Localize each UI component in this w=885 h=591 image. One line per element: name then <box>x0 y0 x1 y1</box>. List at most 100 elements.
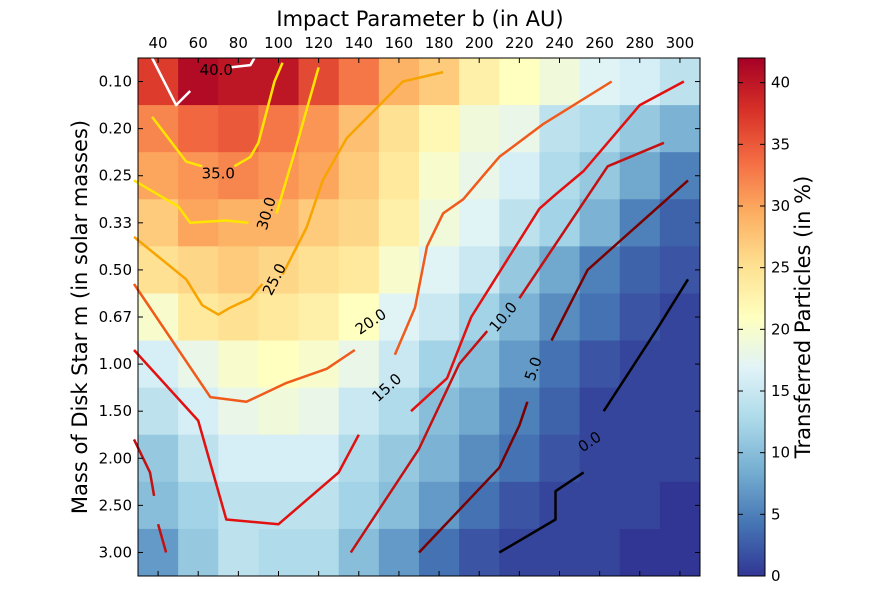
heatmap-cell <box>659 58 701 106</box>
heatmap-cell <box>499 387 540 436</box>
heatmap-cell <box>459 105 500 153</box>
heatmap-cell <box>138 340 179 389</box>
colorbar-tick-label: 30 <box>771 197 790 215</box>
contour-line <box>132 283 356 404</box>
x-tick-label: 60 <box>189 34 208 52</box>
heatmap-cell <box>619 387 661 436</box>
x-tick-label: 80 <box>229 34 248 52</box>
heatmap-cell <box>619 481 661 530</box>
heatmap-cell <box>459 528 500 577</box>
contour-line <box>133 235 264 316</box>
contour-line <box>410 80 685 413</box>
heatmap-cell <box>499 58 540 106</box>
y-tick-label: 0.33 <box>99 214 132 232</box>
heatmap-cell <box>218 293 259 342</box>
heatmap-cell <box>338 58 380 106</box>
colorbar-tick-label: 35 <box>771 135 790 153</box>
colorbar-tick-label: 25 <box>771 259 790 277</box>
heatmap-cell <box>579 481 621 530</box>
y-tick-label: 0.50 <box>99 261 132 279</box>
colorbar-tick-label: 15 <box>771 382 790 400</box>
colorbar-tick-label: 5 <box>771 505 781 523</box>
heatmap-cell <box>218 434 259 483</box>
x-tick-label: 260 <box>585 34 614 52</box>
heatmap-cell <box>419 528 460 577</box>
heatmap-cells <box>138 58 701 577</box>
y-tick-label: 2.50 <box>99 496 132 514</box>
heatmap-cell <box>659 434 701 483</box>
x-tick-label: 120 <box>304 34 333 52</box>
heatmap-cell <box>539 528 581 577</box>
contour-line <box>133 179 249 225</box>
heatmap-cell <box>258 434 300 483</box>
heatmap-cell <box>619 246 661 294</box>
heatmap-cell <box>659 528 701 577</box>
y-tick-label: 3.00 <box>99 543 132 561</box>
y-tick-label: 1.50 <box>99 402 132 420</box>
heatmap-cell <box>178 528 219 577</box>
contour-line <box>230 57 256 69</box>
heatmap-cell <box>138 152 179 200</box>
heatmap-cell <box>419 105 460 153</box>
heatmap-cell <box>178 387 219 436</box>
heatmap-cell <box>619 152 661 200</box>
heatmap-cell <box>338 481 380 530</box>
heatmap-cell <box>178 105 219 153</box>
heatmap-cell <box>419 434 460 483</box>
x-tick-label: 220 <box>505 34 534 52</box>
heatmap-cell <box>619 340 661 389</box>
heatmap-cell <box>459 58 500 106</box>
heatmap-cell <box>218 199 259 247</box>
contour-line <box>518 141 665 299</box>
heatmap-cell <box>378 387 420 436</box>
heatmap-cell <box>258 481 300 530</box>
heatmap-cell <box>338 340 380 389</box>
contour-line <box>349 330 489 554</box>
contour-line <box>550 179 689 342</box>
heatmap-cell <box>258 58 300 106</box>
colorbar-label: Transferred Particles (in %) <box>791 176 815 460</box>
heatmap-cell <box>218 152 259 200</box>
heatmap-cell <box>579 199 621 247</box>
heatmap-cell <box>378 528 420 577</box>
heatmap-cell <box>138 528 179 577</box>
heatmap-cell <box>659 246 701 294</box>
x-axis-label: Impact Parameter b (in AU) <box>276 7 563 31</box>
heatmap-cell <box>138 434 179 483</box>
y-tick-label: 2.00 <box>99 449 132 467</box>
x-tick-label: 40 <box>149 34 168 52</box>
heatmap-cell <box>499 246 540 294</box>
heatmap-cell <box>579 293 621 342</box>
heatmap-cell <box>419 481 460 530</box>
heatmap-cell <box>499 152 540 200</box>
heatmap-cell <box>298 246 340 294</box>
heatmap-cell <box>138 246 179 294</box>
heatmap-cell <box>499 293 540 342</box>
heatmap-cell <box>619 434 661 483</box>
colorbar-ticks: 0 5 10 15 20 25 30 35 40 <box>738 74 790 585</box>
x-tick-label: 200 <box>465 34 494 52</box>
heatmap-cell <box>138 481 179 530</box>
heatmap-cell <box>338 528 380 577</box>
heatmap-cell <box>298 528 340 577</box>
heatmap-cell <box>298 293 340 342</box>
contour-label: 40.0 <box>200 61 233 79</box>
heatmap-cell <box>378 246 420 294</box>
contour-line <box>281 70 444 276</box>
contour-line <box>418 401 529 554</box>
colorbar-tick-label: 40 <box>771 74 790 92</box>
heatmap-cell <box>338 199 380 247</box>
heatmap-cell <box>338 246 380 294</box>
colorbar-tick-label: 10 <box>771 444 790 462</box>
heatmap-cell <box>579 434 621 483</box>
heatmap-cell <box>178 481 219 530</box>
heatmap-cell <box>539 340 581 389</box>
contour-line <box>133 349 360 526</box>
heatmap-cell <box>659 105 701 153</box>
heatmap-cell <box>419 293 460 342</box>
heatmap-cell <box>258 105 300 153</box>
heatmap-cell <box>378 152 420 200</box>
x-tick-label: 100 <box>264 34 293 52</box>
y-tick-label: 0.10 <box>99 73 132 91</box>
heatmap-cell <box>579 340 621 389</box>
